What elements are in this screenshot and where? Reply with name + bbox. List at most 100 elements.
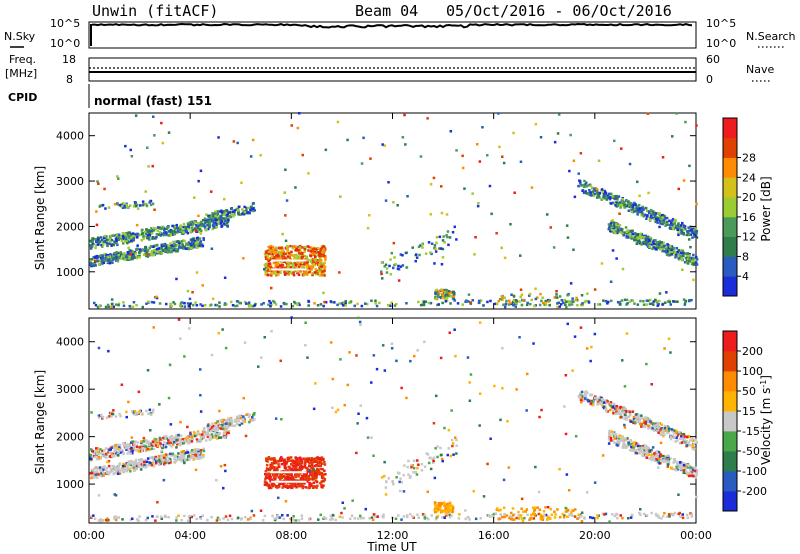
range-gate-cell: [318, 260, 321, 263]
range-gate-cell: [277, 266, 280, 269]
range-gate-cell: [333, 301, 336, 304]
range-gate-cell: [139, 248, 142, 251]
range-gate-cell: [185, 452, 188, 455]
range-gate-cell: [288, 252, 291, 255]
range-gate-cell: [117, 177, 120, 180]
range-gate-cell: [123, 443, 126, 446]
range-gate-cell: [174, 233, 177, 236]
range-gate-cell: [501, 156, 504, 159]
range-gate-cell: [161, 445, 164, 448]
range-gate-cell: [268, 253, 271, 256]
range-gate-cell: [639, 209, 642, 212]
colorbar-swatch: [723, 158, 737, 178]
range-gate-cell: [629, 411, 632, 414]
range-gate-cell: [676, 461, 679, 464]
range-gate-cell: [539, 293, 542, 296]
range-gate-cell: [378, 302, 381, 305]
range-gate-cell: [111, 261, 114, 264]
range-gate-cell: [640, 425, 643, 428]
range-gate-cell: [440, 247, 443, 250]
range-gate-cell: [317, 247, 320, 250]
range-gate-cell: [690, 228, 693, 231]
range-gate-cell: [356, 303, 359, 306]
range-gate-cell: [687, 517, 690, 520]
range-gate-cell: [619, 303, 622, 306]
range-gate-cell: [413, 467, 416, 470]
range-gate-cell: [442, 297, 445, 300]
range-gate-cell: [630, 516, 633, 519]
range-gate-cell: [108, 471, 111, 474]
range-gate-cell: [657, 453, 660, 456]
range-gate-cell: [611, 195, 614, 198]
range-gate-cell: [158, 233, 161, 236]
range-gate-cell: [445, 300, 448, 303]
range-gate-cell: [391, 252, 394, 255]
range-gate-cell: [448, 447, 451, 450]
range-gate-cell: [632, 444, 635, 447]
range-gate-cell: [421, 243, 424, 246]
range-gate-cell: [534, 288, 537, 291]
range-gate-cell: [451, 445, 454, 448]
range-gate-cell: [126, 206, 128, 209]
range-gate-cell: [210, 190, 213, 193]
range-gate-cell: [683, 226, 686, 229]
range-gate-cell: [240, 518, 243, 521]
freq-right-tick-bottom: 0: [706, 73, 713, 86]
range-gate-cell: [321, 273, 324, 276]
range-gate-cell: [374, 515, 377, 518]
range-gate-cell: [639, 237, 642, 240]
range-gate-cell: [317, 304, 320, 307]
range-gate-cell: [412, 471, 415, 474]
range-gate-cell: [187, 228, 190, 231]
range-gate-cell: [91, 472, 94, 475]
range-gate-cell: [118, 516, 121, 519]
range-gate-cell: [260, 303, 263, 306]
range-gate-cell: [247, 207, 250, 210]
range-gate-cell: [683, 472, 686, 475]
range-gate-cell: [139, 204, 142, 207]
range-gate-cell: [429, 251, 432, 254]
range-gate-cell: [94, 247, 97, 250]
range-gate-cell: [98, 519, 101, 522]
range-gate-cell: [199, 237, 202, 240]
range-gate-cell: [657, 427, 660, 430]
range-gate-cell: [674, 251, 677, 254]
range-gate-cell: [224, 436, 227, 439]
range-gate-cell: [470, 302, 473, 305]
range-gate-cell: [118, 257, 121, 260]
range-gate-cell: [155, 236, 158, 239]
range-gate-cell: [136, 412, 139, 415]
range-gate-cell: [136, 224, 139, 227]
range-gate-cell: [636, 181, 639, 184]
range-gate-cell: [559, 305, 562, 308]
range-gate-cell: [663, 461, 666, 464]
range-gate-cell: [163, 441, 166, 444]
range-gate-cell: [571, 303, 574, 306]
range-gate-cell: [462, 303, 465, 306]
range-gate-cell: [455, 452, 458, 455]
range-gate-cell: [103, 188, 106, 191]
range-gate-cell: [147, 517, 150, 520]
range-gate-cell: [263, 268, 266, 271]
range-gate-cell: [618, 213, 621, 216]
range-gate-cell: [187, 248, 190, 251]
range-gate-cell: [610, 281, 613, 284]
range-gate-cell: [128, 236, 131, 239]
range-gate-cell: [421, 304, 424, 307]
range-gate-cell: [520, 289, 523, 292]
range-gate-cell: [122, 255, 125, 258]
range-gate-cell: [196, 271, 199, 274]
range-gate-cell: [468, 518, 471, 521]
range-gate-cell: [150, 414, 153, 417]
range-gate-cell: [94, 518, 97, 521]
range-gate-cell: [268, 246, 271, 249]
range-gate-cell: [667, 463, 670, 466]
range-gate-cell: [113, 258, 116, 261]
range-gate-cell: [671, 467, 674, 470]
range-gate-cell: [658, 226, 661, 229]
range-gate-cell: [686, 234, 689, 237]
range-gate-cell: [135, 205, 138, 208]
range-gate-cell: [468, 293, 471, 296]
range-gate-cell: [109, 455, 112, 458]
range-gate-cell: [611, 219, 614, 222]
